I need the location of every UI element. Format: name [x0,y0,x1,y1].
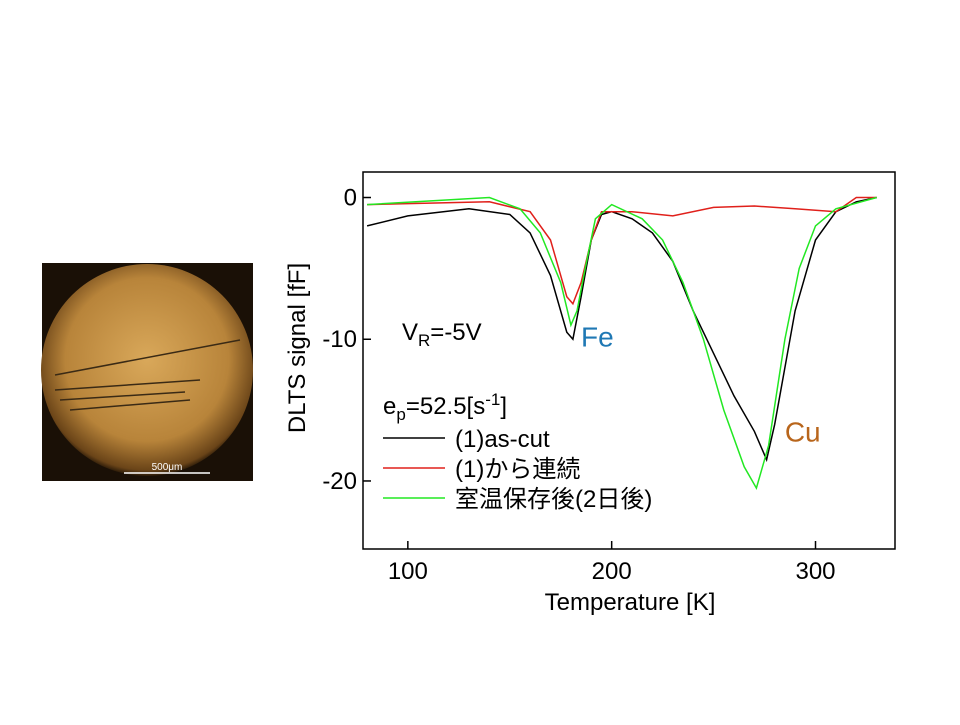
x-tick-label: 300 [795,558,835,585]
y-tick-label: -20 [322,468,357,495]
bias-label: VR=-5V [402,319,482,350]
legend-title: ep=52.5[s-1] [383,390,507,424]
plot-frame [362,171,896,550]
series-line [366,196,877,463]
legend-label: (1)から連続 [455,456,580,483]
series-line [367,196,877,306]
bias-label-part: =-5V [430,319,481,346]
bias-label-part: V [402,319,418,346]
series-line [367,196,877,491]
y-axis-label: DLTS signal [fF] [284,263,311,433]
legend-title-part: -1 [485,390,500,409]
photo-field [41,264,253,476]
legend-label: (1)as-cut [455,426,550,453]
scratches [54,339,241,411]
legend-title-part: =52.5[s [406,393,485,420]
bias-label-part: R [418,331,430,350]
micrograph: 500μm [41,263,253,481]
annotation: Fe [581,321,614,352]
legend-label: 室温保存後(2日後) [455,486,652,513]
scale-label: 500μm [152,462,183,473]
legend-title-part: ] [500,393,507,420]
y-tick-label: -10 [322,326,357,353]
annotation: Cu [785,416,821,447]
y-tick-label: 0 [344,185,357,212]
legend-title-part: e [383,393,396,420]
x-tick-label: 100 [388,558,428,585]
x-axis-label: Temperature [K] [545,589,716,616]
legend-title-part: p [396,405,405,424]
x-tick-label: 200 [592,558,632,585]
